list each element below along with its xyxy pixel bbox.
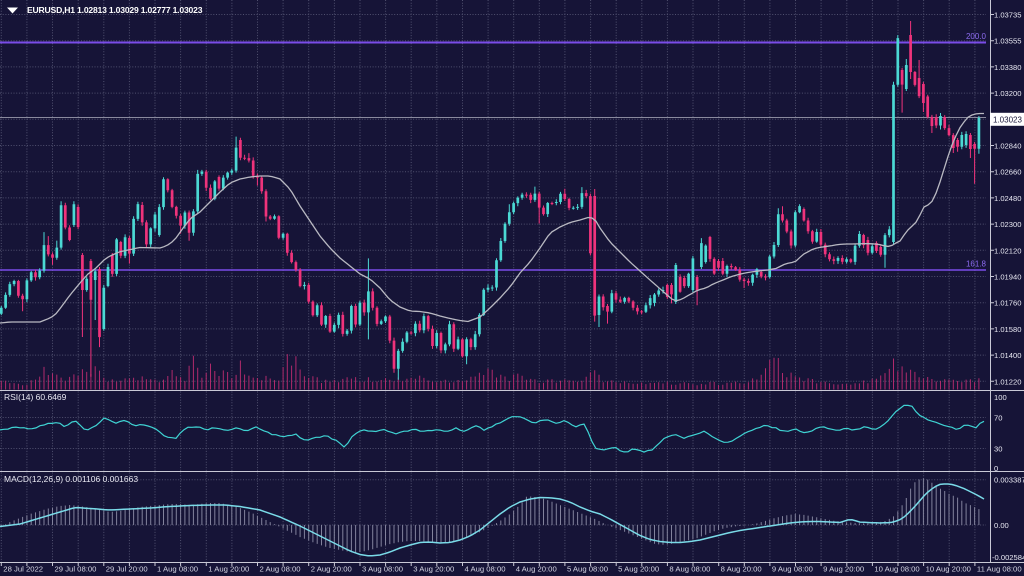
svg-text:70: 70	[994, 414, 1002, 423]
svg-text:1.03023: 1.03023	[993, 116, 1022, 125]
svg-text:1.02300: 1.02300	[994, 220, 1021, 229]
svg-text:1.02660: 1.02660	[994, 168, 1021, 177]
svg-text:1.03380: 1.03380	[994, 63, 1021, 72]
svg-text:-0.002584: -0.002584	[992, 553, 1024, 562]
svg-text:3 Aug 08:00: 3 Aug 08:00	[362, 565, 403, 574]
svg-text:1.03200: 1.03200	[994, 89, 1021, 98]
svg-text:1 Aug 20:00: 1 Aug 20:00	[208, 565, 249, 574]
svg-text:1.03735: 1.03735	[994, 11, 1021, 20]
svg-text:1.02840: 1.02840	[994, 142, 1021, 151]
svg-text:1.01760: 1.01760	[994, 299, 1021, 308]
svg-text:1.01220: 1.01220	[994, 377, 1021, 386]
svg-text:29 Jul 08:00: 29 Jul 08:00	[55, 565, 97, 574]
svg-text:1.01400: 1.01400	[994, 351, 1021, 360]
svg-text:100: 100	[994, 393, 1007, 402]
svg-text:161.8: 161.8	[966, 260, 987, 269]
svg-text:2 Aug 20:00: 2 Aug 20:00	[311, 565, 352, 574]
svg-text:1.02120: 1.02120	[994, 246, 1021, 255]
svg-text:8 Aug 20:00: 8 Aug 20:00	[721, 565, 762, 574]
svg-text:MACD(12,26,9) 0.001106 0.00166: MACD(12,26,9) 0.001106 0.001663	[4, 474, 138, 484]
svg-text:10 Aug 20:00: 10 Aug 20:00	[926, 565, 971, 574]
svg-text:5 Aug 08:00: 5 Aug 08:00	[567, 565, 608, 574]
svg-text:4 Aug 20:00: 4 Aug 20:00	[516, 565, 557, 574]
svg-text:1.02480: 1.02480	[994, 194, 1021, 203]
svg-text:EURUSD,H1 1.02813 1.03029 1.0: EURUSD,H1 1.02813 1.03029 1.02777 1.0302…	[27, 5, 203, 15]
svg-text:10 Aug 08:00: 10 Aug 08:00	[874, 565, 919, 574]
svg-text:11 Aug 08:00: 11 Aug 08:00	[977, 565, 1022, 574]
svg-text:29 Jul 20:00: 29 Jul 20:00	[106, 565, 148, 574]
svg-text:30: 30	[994, 445, 1002, 454]
svg-text:1.03555: 1.03555	[994, 37, 1021, 46]
svg-text:0: 0	[994, 464, 998, 473]
svg-text:9 Aug 20:00: 9 Aug 20:00	[823, 565, 864, 574]
svg-text:5 Aug 20:00: 5 Aug 20:00	[618, 565, 659, 574]
svg-text:2 Aug 08:00: 2 Aug 08:00	[260, 565, 301, 574]
svg-text:8 Aug 08:00: 8 Aug 08:00	[669, 565, 710, 574]
svg-text:0.003387: 0.003387	[994, 476, 1024, 485]
svg-text:1.01580: 1.01580	[994, 325, 1021, 334]
svg-text:1.01940: 1.01940	[994, 273, 1021, 282]
svg-text:0.00: 0.00	[994, 521, 1009, 530]
svg-text:28 Jul 2022: 28 Jul 2022	[3, 565, 43, 574]
svg-text:RSI(14) 60.6469: RSI(14) 60.6469	[4, 392, 67, 402]
svg-text:4 Aug 08:00: 4 Aug 08:00	[464, 565, 505, 574]
svg-text:200.0: 200.0	[966, 32, 987, 41]
svg-text:9 Aug 08:00: 9 Aug 08:00	[772, 565, 813, 574]
svg-text:3 Aug 20:00: 3 Aug 20:00	[413, 565, 454, 574]
svg-text:1 Aug 08:00: 1 Aug 08:00	[157, 565, 198, 574]
